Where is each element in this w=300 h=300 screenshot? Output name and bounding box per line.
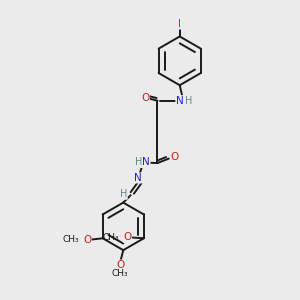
Text: CH₃: CH₃ bbox=[103, 233, 119, 242]
Text: N: N bbox=[176, 96, 184, 106]
Text: O: O bbox=[170, 152, 179, 161]
Text: N: N bbox=[142, 158, 150, 167]
Text: CH₃: CH₃ bbox=[62, 235, 79, 244]
Text: O: O bbox=[116, 260, 124, 270]
Text: O: O bbox=[141, 93, 149, 103]
Text: O: O bbox=[83, 235, 91, 245]
Text: H: H bbox=[135, 158, 142, 167]
Text: O: O bbox=[123, 232, 132, 242]
Text: H: H bbox=[120, 189, 127, 199]
Text: CH₃: CH₃ bbox=[112, 268, 129, 278]
Text: I: I bbox=[178, 19, 181, 29]
Text: N: N bbox=[134, 173, 142, 183]
Text: H: H bbox=[185, 96, 192, 106]
